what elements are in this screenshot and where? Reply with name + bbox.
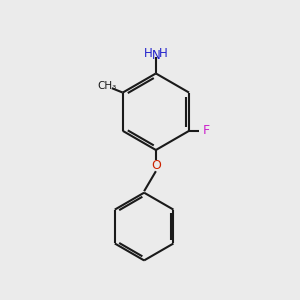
- Text: O: O: [151, 159, 161, 172]
- Text: H: H: [159, 47, 168, 60]
- Text: F: F: [203, 124, 210, 137]
- Text: CH₃: CH₃: [97, 81, 116, 91]
- Text: N: N: [152, 49, 160, 62]
- Text: H: H: [144, 47, 153, 60]
